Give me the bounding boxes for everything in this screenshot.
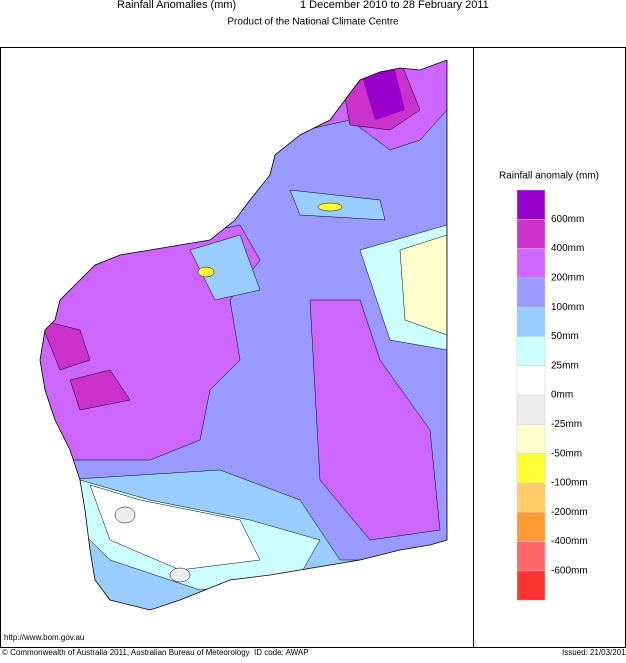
coastline bbox=[39, 59, 448, 611]
legend-swatch bbox=[516, 336, 546, 367]
legend-label: -100mm bbox=[551, 478, 588, 489]
footer-url: http://www.bom.gov.au bbox=[4, 633, 84, 642]
legend-swatch bbox=[516, 306, 546, 337]
legend-label: -25mm bbox=[551, 419, 582, 430]
footer-copyright: © Commonwealth of Australia 2011, Austra… bbox=[2, 648, 250, 657]
legend-label: 0mm bbox=[551, 390, 573, 401]
legend-label: 50mm bbox=[551, 331, 579, 342]
legend-swatch bbox=[516, 365, 546, 396]
legend: 600mm 400mm 200mm 100mm 50mm 25mm 0mm -25mm -50m… bbox=[516, 189, 588, 601]
footer-id: ID code: AWAP bbox=[254, 648, 309, 657]
legend-swatch bbox=[516, 570, 546, 601]
legend-label: -400mm bbox=[551, 536, 588, 547]
legend-swatch bbox=[516, 189, 546, 220]
legend-label: -600mm bbox=[551, 566, 588, 577]
map-period: 1 December 2010 to 28 February 2011 bbox=[300, 0, 489, 11]
legend-swatch bbox=[516, 482, 546, 513]
legend-swatch bbox=[516, 424, 546, 454]
legend-label: 100mm bbox=[551, 302, 584, 313]
legend-swatch bbox=[516, 541, 546, 572]
map-subtitle: Product of the National Climate Centre bbox=[227, 17, 399, 28]
legend-label: -200mm bbox=[551, 507, 588, 518]
legend-swatch bbox=[516, 219, 546, 249]
legend-swatch bbox=[516, 277, 546, 308]
legend-swatch bbox=[516, 453, 546, 484]
legend-label: -50mm bbox=[551, 448, 582, 459]
legend-swatch bbox=[516, 248, 546, 279]
legend-label: 25mm bbox=[551, 360, 579, 371]
map bbox=[40, 60, 447, 610]
map-title: Rainfall Anomalies (mm) bbox=[117, 0, 236, 11]
legend-swatch bbox=[516, 512, 546, 542]
legend-label: 600mm bbox=[551, 214, 584, 225]
legend-label: 200mm bbox=[551, 273, 584, 284]
legend-label: 400mm bbox=[551, 243, 584, 254]
legend-swatch bbox=[516, 394, 546, 425]
footer-issued: Issued: 21/03/2011 bbox=[562, 648, 626, 657]
legend-title: Rainfall anomaly (mm) bbox=[499, 171, 599, 182]
